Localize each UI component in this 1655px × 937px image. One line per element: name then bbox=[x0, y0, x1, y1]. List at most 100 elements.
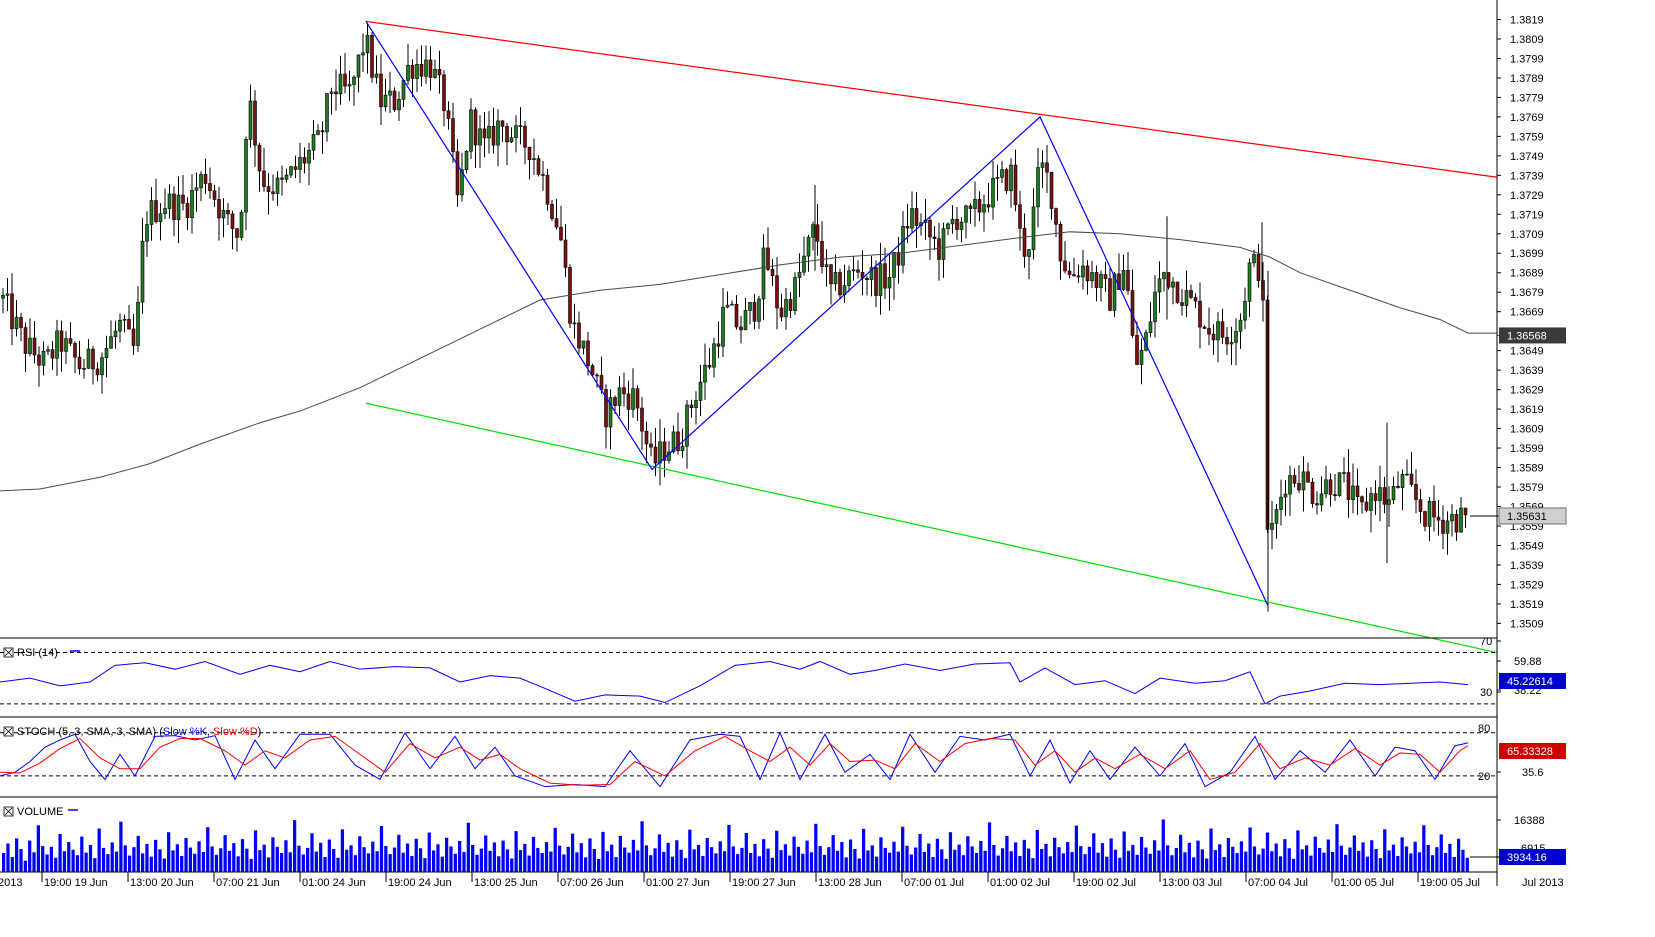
volume-bar bbox=[1183, 852, 1187, 872]
candle-up bbox=[284, 174, 289, 180]
volume-bar bbox=[1287, 848, 1291, 872]
volume-bar bbox=[184, 838, 188, 872]
volume-bar bbox=[1383, 829, 1387, 872]
volume-bar bbox=[1066, 842, 1070, 872]
volume-bar bbox=[279, 853, 284, 872]
candle-up bbox=[581, 340, 586, 349]
volume-bar bbox=[223, 835, 227, 872]
candle-up bbox=[941, 228, 946, 260]
volume-bar bbox=[167, 832, 171, 872]
candle-up bbox=[176, 194, 181, 220]
candle-down bbox=[644, 430, 649, 445]
candle-down bbox=[131, 328, 136, 346]
candle-down bbox=[230, 213, 235, 229]
candle-up bbox=[356, 54, 361, 78]
time-tick-label: Jul 2013 bbox=[1522, 877, 1564, 889]
volume-bar bbox=[601, 831, 605, 872]
candle-down bbox=[653, 446, 658, 464]
candle-down bbox=[257, 144, 262, 172]
volume-bar bbox=[332, 849, 336, 872]
volume-bar bbox=[649, 855, 653, 872]
volume-bar bbox=[266, 857, 271, 872]
candle-up bbox=[136, 301, 140, 346]
volume-bar bbox=[414, 838, 418, 872]
candle-up bbox=[1288, 475, 1292, 495]
candle-down bbox=[77, 356, 82, 370]
volume-bar bbox=[427, 832, 431, 872]
volume-bar bbox=[688, 829, 692, 872]
panel-legend-entry: ) bbox=[258, 726, 262, 738]
candle-down bbox=[482, 128, 487, 139]
volume-bar bbox=[636, 850, 640, 872]
volume-bar bbox=[605, 851, 609, 872]
candle-up bbox=[950, 218, 955, 225]
candle-up bbox=[721, 306, 725, 347]
time-tick-label: 19:00 02 Jul bbox=[1076, 877, 1136, 889]
candle-down bbox=[455, 151, 460, 196]
volume-bar bbox=[15, 838, 19, 872]
candle-up bbox=[514, 125, 518, 138]
volume-bar bbox=[227, 850, 232, 872]
candle-down bbox=[932, 236, 937, 239]
volume-bar bbox=[718, 841, 722, 872]
candle-up bbox=[1031, 206, 1036, 250]
volume-bar bbox=[436, 844, 440, 872]
candle-down bbox=[689, 404, 694, 409]
volume-bar bbox=[319, 842, 323, 872]
volume-bar bbox=[914, 847, 918, 872]
candle-up bbox=[316, 130, 320, 135]
volume-bar bbox=[75, 855, 80, 872]
candle-up bbox=[1157, 278, 1162, 293]
volume-bar bbox=[1443, 853, 1448, 872]
volume-bar bbox=[874, 856, 879, 872]
candle-down bbox=[1054, 208, 1058, 225]
candle-down bbox=[212, 190, 217, 200]
candle-down bbox=[1256, 254, 1261, 281]
time-tick-label: 13:00 03 Jul bbox=[1162, 877, 1222, 889]
volume-bar bbox=[1209, 828, 1213, 872]
volume-bar bbox=[284, 840, 288, 872]
candle-up bbox=[109, 336, 113, 349]
candle-up bbox=[743, 310, 748, 331]
volume-bar bbox=[792, 836, 796, 872]
candle-down bbox=[226, 210, 230, 215]
volume-bar bbox=[527, 855, 531, 872]
volume-bar bbox=[1452, 857, 1456, 872]
volume-bar bbox=[514, 831, 518, 872]
candle-down bbox=[1103, 274, 1108, 279]
price-tick-label: 1.3819 bbox=[1510, 14, 1544, 26]
price-tick-label: 1.3729 bbox=[1510, 190, 1544, 202]
volume-bar bbox=[1013, 842, 1018, 872]
candle-up bbox=[248, 100, 253, 140]
stoch-value-box bbox=[1499, 743, 1566, 759]
candle-up bbox=[1387, 499, 1391, 505]
candle-down bbox=[905, 225, 910, 229]
volume-bar bbox=[1291, 858, 1296, 872]
candle-up bbox=[982, 204, 986, 213]
candle-down bbox=[716, 343, 721, 347]
volume-bar bbox=[987, 822, 992, 872]
volume-bar bbox=[1083, 854, 1087, 872]
volume-bar bbox=[749, 853, 753, 872]
candle-up bbox=[86, 348, 91, 369]
candle-up bbox=[167, 193, 172, 209]
volume-bar bbox=[853, 849, 857, 872]
volume-bar bbox=[1365, 856, 1370, 872]
time-tick-label: 01:00 05 Jul bbox=[1334, 877, 1394, 889]
price-tick-label: 1.3769 bbox=[1510, 112, 1544, 124]
candle-down bbox=[775, 275, 779, 309]
candle-down bbox=[419, 64, 424, 77]
volume-bar bbox=[766, 848, 770, 872]
candle-up bbox=[41, 350, 46, 366]
time-tick-label: 01:00 24 Jun bbox=[302, 877, 366, 889]
candle-down bbox=[640, 407, 644, 432]
candle-down bbox=[491, 125, 496, 146]
rsi-tick-label: 70 bbox=[1480, 636, 1492, 648]
candle-up bbox=[1171, 281, 1175, 288]
candle-up bbox=[145, 224, 149, 242]
volume-bar bbox=[271, 837, 275, 872]
candle-up bbox=[532, 158, 536, 160]
candle-up bbox=[1162, 272, 1166, 280]
price-tick-label: 1.3549 bbox=[1510, 540, 1544, 552]
volume-bar bbox=[236, 856, 240, 872]
